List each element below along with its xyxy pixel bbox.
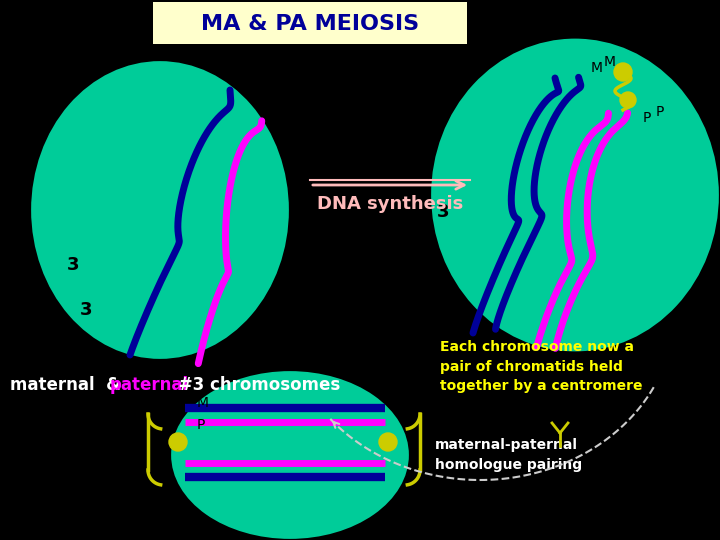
Ellipse shape	[433, 40, 718, 350]
Text: maternal  &: maternal &	[10, 376, 127, 394]
Text: maternal-paternal
homologue pairing: maternal-paternal homologue pairing	[435, 438, 582, 472]
Circle shape	[379, 433, 397, 451]
Ellipse shape	[32, 63, 287, 357]
Circle shape	[614, 63, 632, 81]
Text: P: P	[656, 105, 665, 119]
Text: M: M	[604, 55, 616, 69]
Text: 3: 3	[447, 289, 459, 307]
Text: 3: 3	[67, 256, 79, 274]
Text: M: M	[591, 61, 603, 75]
FancyBboxPatch shape	[153, 2, 467, 44]
Circle shape	[169, 433, 187, 451]
Text: 3: 3	[437, 203, 449, 221]
Text: paternal: paternal	[110, 376, 189, 394]
Text: M: M	[197, 396, 209, 410]
Text: P: P	[258, 105, 267, 119]
Text: P: P	[643, 111, 652, 125]
Text: 3: 3	[80, 301, 92, 319]
Text: MA & PA MEIOSIS: MA & PA MEIOSIS	[201, 14, 419, 34]
Text: #3 chromosomes: #3 chromosomes	[173, 376, 341, 394]
Circle shape	[620, 92, 636, 108]
Text: Each chromosome now a
pair of chromatids held
together by a centromere: Each chromosome now a pair of chromatids…	[440, 340, 642, 393]
Text: M: M	[234, 75, 247, 90]
Text: DNA synthesis: DNA synthesis	[317, 195, 463, 213]
Text: P: P	[197, 418, 205, 432]
Ellipse shape	[173, 373, 408, 537]
